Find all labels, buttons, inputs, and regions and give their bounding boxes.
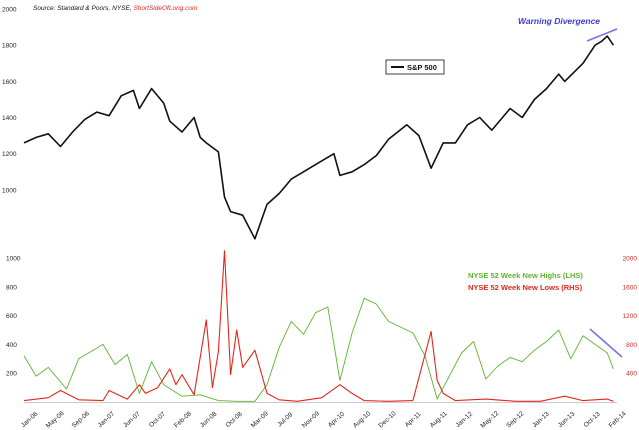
sp500-legend-label: S&P 500	[407, 63, 437, 72]
lows-y-tick: 400	[626, 371, 637, 378]
x-tick-label: Jun-13	[557, 410, 577, 429]
x-tick-label: Jan-13	[531, 410, 551, 429]
x-tick-label: Feb-14	[608, 410, 628, 429]
x-tick-label: Dec-10	[377, 410, 398, 429]
divergence-arrow-sp500	[586, 28, 618, 42]
sp500-y-tick: 1400	[2, 115, 17, 122]
x-tick-label: Jun-08	[199, 410, 219, 429]
x-tick-label: Apr-11	[404, 411, 423, 429]
lows-y-tick: 1600	[623, 284, 638, 291]
divergence-arrow-highs	[589, 328, 623, 358]
breadth-legend: NYSE 52 Week New Highs (LHS) NYSE 52 Wee…	[466, 268, 586, 294]
date-x-axis: Jan-06 May-06 Sep-06 Jan-07 Jun-07 Oct-07 Feb-…	[20, 402, 628, 430]
sp500-legend-box	[385, 59, 445, 75]
breadth-legend-lows: NYSE 52 Week New Lows (RHS)	[468, 283, 583, 292]
source-brand: ShortSideOfLong.com	[133, 5, 198, 12]
lows-y-tick: 800	[626, 342, 637, 349]
sp500-y-tick: 2000	[2, 7, 17, 14]
sp500-y-tick: 1200	[2, 151, 17, 158]
highs-y-tick: 600	[6, 313, 17, 320]
sp500-legend: S&P 500	[385, 59, 445, 75]
lows-y-tick: 1200	[623, 313, 638, 320]
new-highs-line	[23, 297, 614, 402]
breadth-legend-highs: NYSE 52 Week New Highs (LHS)	[468, 271, 583, 280]
x-tick-label: Jun-07	[122, 410, 142, 429]
new-lows-line	[23, 250, 614, 402]
x-tick-label: Jul-09	[276, 411, 294, 428]
x-tick-label: Oct-13	[583, 410, 602, 429]
sp500-y-tick: 1000	[2, 187, 17, 194]
warning-divergence-label: Warning Divergence	[518, 16, 600, 26]
highs-y-axis: 200 400 600 800 1000	[6, 256, 21, 378]
lows-y-tick: 2000	[623, 256, 638, 263]
x-tick-label: Aug-10	[352, 410, 373, 429]
highs-y-tick: 1000	[6, 256, 21, 263]
x-tick-label: Jan-12	[455, 410, 475, 429]
lows-y-axis: 400 800 1200 1600 2000	[623, 256, 638, 378]
sp500-y-axis: 1000 1200 1400 1600 1800 2000	[2, 7, 17, 195]
highs-y-tick: 200	[6, 371, 17, 378]
source-note: Source: Standard & Poors, NYSE, ShortSid…	[33, 5, 198, 12]
x-tick-label: May-12	[479, 410, 500, 430]
highs-y-tick: 800	[6, 284, 17, 291]
x-tick-label: May-06	[45, 410, 66, 430]
x-tick-label: Jan-06	[20, 410, 40, 429]
sp500-line	[23, 35, 615, 240]
highs-y-tick: 400	[6, 342, 17, 349]
x-tick-label: Jan-07	[97, 410, 117, 429]
source-text: Source: Standard & Poors, NYSE,	[33, 5, 133, 12]
x-tick-label: Aug-11	[429, 410, 449, 429]
x-tick-label: Feb-08	[173, 410, 193, 429]
x-tick-label: Mar-09	[250, 410, 270, 429]
x-tick-label: Nov-09	[301, 410, 322, 429]
x-tick-label: Sep-06	[71, 410, 92, 429]
sp500-y-tick: 1600	[2, 79, 17, 86]
x-tick-label: Oct-08	[225, 410, 244, 429]
x-tick-label: Sep-12	[505, 410, 526, 429]
sp500-y-tick: 1800	[2, 43, 17, 50]
breadth-legend-box	[466, 268, 586, 294]
x-tick-label: Oct-07	[148, 410, 167, 429]
x-tick-label: Apr-10	[327, 410, 346, 429]
